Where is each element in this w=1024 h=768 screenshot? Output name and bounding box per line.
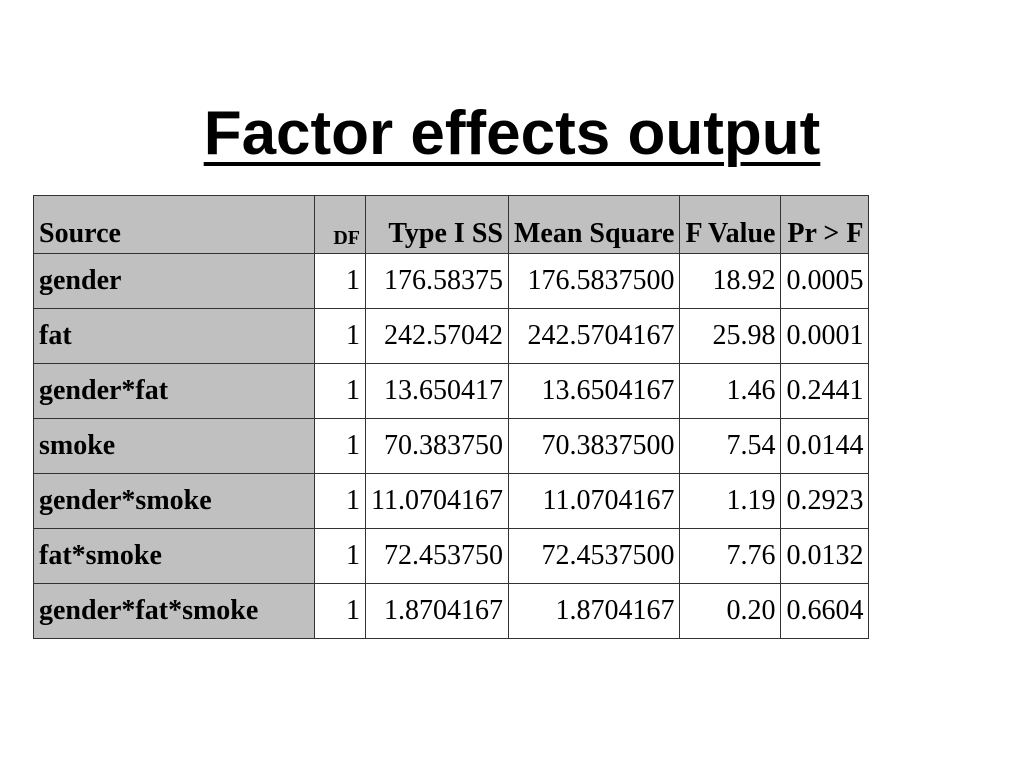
- table-row: fat 1 242.57042 242.5704167 25.98 0.0001: [33, 308, 870, 364]
- cell-type-i-ss: 72.453750: [365, 528, 509, 584]
- table-row: fat*smoke 1 72.453750 72.4537500 7.76 0.…: [33, 528, 870, 584]
- cell-df: 1: [314, 308, 366, 364]
- cell-source: gender*fat: [33, 363, 315, 419]
- cell-source: gender*smoke: [33, 473, 315, 529]
- cell-f-value: 1.19: [679, 473, 782, 529]
- cell-mean-square: 72.4537500: [507, 528, 681, 584]
- cell-source: fat: [33, 308, 315, 364]
- header-f-value: F Value: [679, 195, 782, 254]
- cell-pr-f: 0.2441: [780, 363, 870, 419]
- table-row: smoke 1 70.383750 70.3837500 7.54 0.0144: [33, 418, 870, 474]
- cell-type-i-ss: 1.8704167: [365, 583, 509, 639]
- table-row: gender*fat 1 13.650417 13.6504167 1.46 0…: [33, 363, 870, 419]
- cell-df: 1: [314, 363, 366, 419]
- cell-df: 1: [314, 418, 366, 474]
- cell-pr-f: 0.0144: [780, 418, 870, 474]
- cell-df: 1: [314, 528, 366, 584]
- cell-df: 1: [314, 473, 366, 529]
- cell-source: gender: [33, 253, 315, 309]
- table-header-row: Source DF Type I SS Mean Square F Value …: [33, 195, 870, 254]
- anova-table: Source DF Type I SS Mean Square F Value …: [33, 195, 870, 639]
- cell-type-i-ss: 242.57042: [365, 308, 509, 364]
- cell-pr-f: 0.2923: [780, 473, 870, 529]
- cell-pr-f: 0.0132: [780, 528, 870, 584]
- cell-type-i-ss: 13.650417: [365, 363, 509, 419]
- slide-title: Factor effects output: [0, 96, 1024, 172]
- header-mean-square: Mean Square: [507, 195, 681, 254]
- cell-f-value: 7.76: [679, 528, 782, 584]
- header-df: DF: [314, 195, 366, 254]
- cell-source: gender*fat*smoke: [33, 583, 315, 639]
- cell-source: fat*smoke: [33, 528, 315, 584]
- cell-f-value: 7.54: [679, 418, 782, 474]
- cell-f-value: 1.46: [679, 363, 782, 419]
- cell-pr-f: 0.6604: [780, 583, 870, 639]
- cell-type-i-ss: 11.0704167: [365, 473, 509, 529]
- cell-type-i-ss: 70.383750: [365, 418, 509, 474]
- cell-mean-square: 176.5837500: [507, 253, 681, 309]
- cell-f-value: 18.92: [679, 253, 782, 309]
- cell-mean-square: 70.3837500: [507, 418, 681, 474]
- table-row: gender*fat*smoke 1 1.8704167 1.8704167 0…: [33, 583, 870, 639]
- cell-df: 1: [314, 583, 366, 639]
- slide-title-text: Factor effects output: [203, 99, 821, 168]
- table-row: gender*smoke 1 11.0704167 11.0704167 1.1…: [33, 473, 870, 529]
- cell-mean-square: 1.8704167: [507, 583, 681, 639]
- cell-f-value: 0.20: [679, 583, 782, 639]
- cell-f-value: 25.98: [679, 308, 782, 364]
- cell-mean-square: 13.6504167: [507, 363, 681, 419]
- cell-mean-square: 242.5704167: [507, 308, 681, 364]
- header-type-i-ss: Type I SS: [365, 195, 509, 254]
- cell-df: 1: [314, 253, 366, 309]
- cell-type-i-ss: 176.58375: [365, 253, 509, 309]
- cell-pr-f: 0.0005: [780, 253, 870, 309]
- cell-mean-square: 11.0704167: [507, 473, 681, 529]
- table-row: gender 1 176.58375 176.5837500 18.92 0.0…: [33, 253, 870, 309]
- cell-source: smoke: [33, 418, 315, 474]
- header-pr-f: Pr > F: [780, 195, 870, 254]
- cell-pr-f: 0.0001: [780, 308, 870, 364]
- header-source: Source: [33, 195, 315, 254]
